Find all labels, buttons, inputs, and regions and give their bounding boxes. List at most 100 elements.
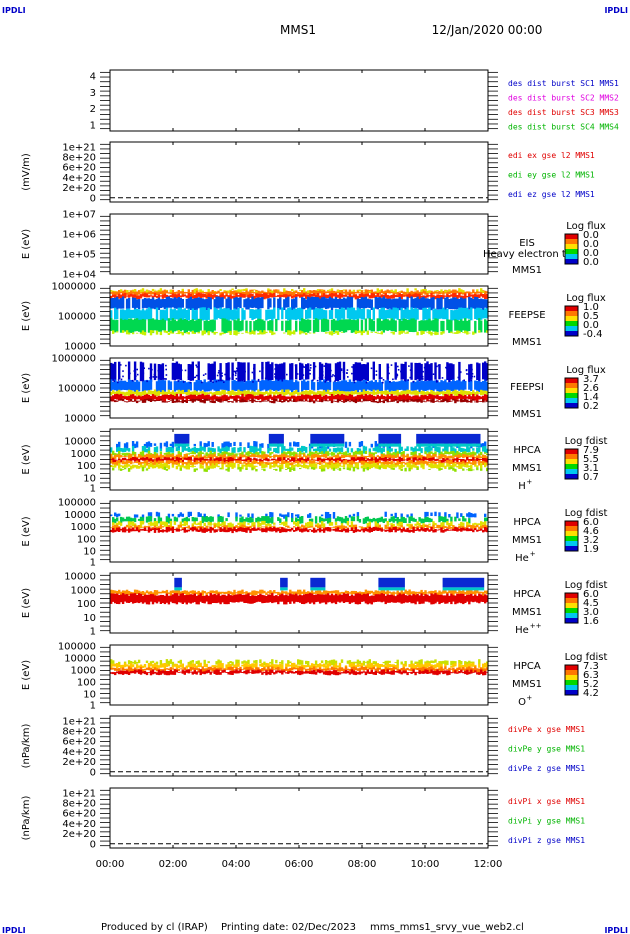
hpca_h-cell (177, 457, 180, 463)
hpca_he1-cell (438, 529, 441, 531)
hpca_h-cell (119, 453, 123, 455)
feepse-cell (334, 308, 338, 319)
feepse-cell (320, 289, 324, 295)
feepsi-cell (131, 394, 135, 399)
feepsi-cell (143, 380, 147, 391)
feepsi-cell (390, 381, 393, 391)
hpca_he2-cell (207, 591, 210, 594)
feepse-cell (201, 298, 204, 310)
hpca_he2-cell (340, 594, 344, 602)
hpca_h-cell (314, 459, 318, 461)
hpca_h-cell (191, 459, 194, 461)
hpca_h-cell (159, 442, 163, 449)
hpca_h-cell (247, 456, 250, 462)
hpca_o-cell (237, 659, 240, 665)
hpca_he1-cell (265, 513, 268, 519)
feepsi-cell (354, 362, 358, 381)
hpca_he2-cell (426, 592, 429, 594)
hpca_h-cell (173, 459, 177, 463)
hpca_h-cell (119, 459, 123, 463)
feepsi-cell (336, 394, 340, 399)
hpca_h-cell (255, 446, 258, 453)
feepse-cell (265, 309, 268, 321)
feepsi-cell (414, 395, 417, 402)
feepse-cell (253, 309, 256, 319)
hpca_h-cell (287, 463, 290, 469)
feepsi-cell (482, 398, 485, 403)
feepsi-cell (446, 399, 449, 403)
hpca_he2-cell (440, 591, 443, 595)
hpca_h-cell (219, 457, 222, 462)
hpca_he1-cell (257, 521, 260, 527)
feepsi-ytick-label: 10000 (64, 414, 96, 425)
feepsi-dot (404, 365, 406, 368)
hpca_he1-cell (293, 526, 296, 528)
feepse-cell (356, 307, 360, 320)
hpca_he2-cell (285, 591, 288, 595)
feepsi-dot (302, 374, 305, 376)
hpca_he2-cell (275, 592, 278, 594)
hpca_he1-cell (237, 528, 240, 532)
feepse-cell (402, 318, 405, 332)
hpca_he1-cell (416, 527, 419, 531)
hpca_h-cell (273, 469, 276, 470)
feepse-cell (368, 299, 371, 308)
hpca_he1-cell (249, 525, 252, 529)
feepsi-cell (153, 395, 157, 400)
hpca_h-cell (322, 454, 326, 458)
feepsi-dot (357, 371, 359, 373)
hpca_h-cell (452, 456, 455, 460)
hpca_h-cell (295, 459, 298, 462)
hpca_he1-cell (261, 520, 264, 525)
feepse-cell (145, 309, 149, 320)
hpca_h-cell (454, 458, 457, 461)
feepse-cell (422, 320, 425, 332)
hpca_h-cell (205, 462, 208, 466)
hpca_he2-cell (207, 595, 210, 605)
feepsi-cell (141, 381, 145, 393)
feepsi-cell (450, 400, 453, 402)
hpca_he2-cell (253, 595, 256, 603)
feepsi-dot (194, 376, 197, 378)
feepsi-cell (285, 389, 288, 395)
feepse-cell (454, 309, 457, 321)
hpca_he2-cell (356, 592, 360, 594)
feepse-cell (346, 319, 350, 331)
hpca_he1-cell (338, 529, 342, 532)
feepse-cell (259, 291, 262, 296)
feepsi-cell (318, 362, 322, 382)
feepsi-cell (185, 382, 188, 393)
hpca_h-cell (255, 451, 258, 455)
hpca_he1-cell (472, 513, 475, 518)
feepsi-cell (265, 391, 268, 394)
hpca_he1-cell (336, 525, 340, 528)
feepsi-dot (375, 374, 378, 376)
feepse-cell (183, 319, 186, 334)
feepse-cell (424, 295, 427, 299)
hpca_he1-cell (133, 529, 137, 532)
hpca_h-cell (161, 460, 165, 463)
hpca_h-cell (145, 442, 149, 448)
hpca_h-cell (241, 464, 244, 470)
hpca_h-cell (406, 454, 409, 460)
hpca_he1-cell (287, 512, 290, 518)
feepse-cell (332, 290, 336, 295)
hpca_h-cell (229, 442, 232, 447)
eis-overlay-text: Heavy electron to (483, 249, 572, 260)
feepse-cell (414, 288, 417, 291)
feepsi-cell (112, 399, 115, 401)
hpca_he1-cell (159, 530, 163, 532)
feepsi-cell (110, 399, 113, 402)
feepsi-cell (430, 363, 433, 382)
feepsi-cell (259, 394, 262, 400)
hpca_he1-cell (285, 525, 288, 528)
feepsi-cell (219, 391, 222, 396)
hpca_h-cell (350, 448, 354, 453)
hpca_he1-cell (114, 524, 117, 530)
feepsi-cell (163, 401, 167, 403)
feepsi-cell (400, 395, 403, 400)
hpca_h-cell (400, 457, 403, 462)
feepse-cell (392, 291, 395, 296)
colorbar-segment (565, 593, 578, 599)
feepse-cell (324, 319, 328, 332)
